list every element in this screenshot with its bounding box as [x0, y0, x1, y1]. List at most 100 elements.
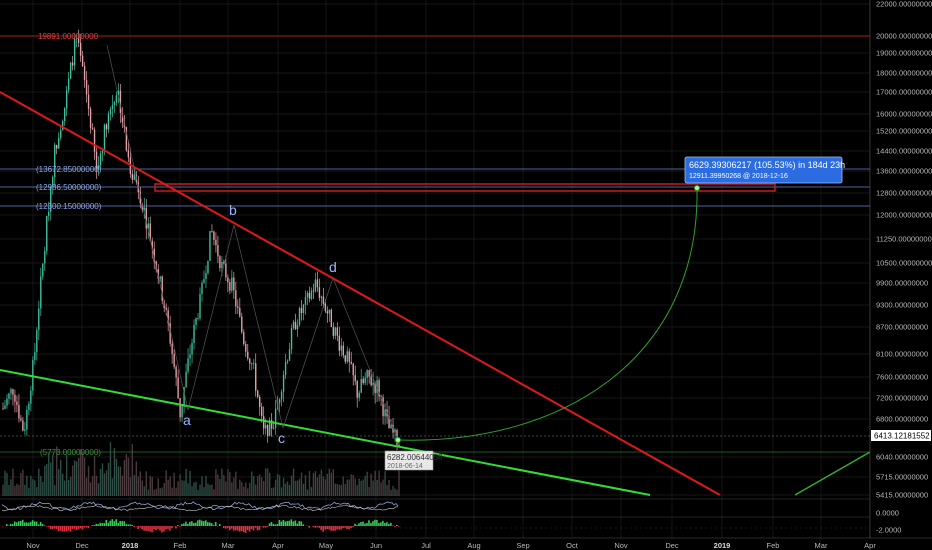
histogram-bar	[81, 526, 84, 530]
histogram-bar	[228, 526, 231, 531]
volume-bar	[179, 474, 181, 496]
histogram-bar	[191, 521, 193, 526]
histogram-bar	[360, 522, 362, 526]
wave-path	[106, 44, 399, 441]
histogram-bar	[77, 526, 80, 530]
volume-bar	[235, 471, 237, 496]
candle-body	[81, 55, 84, 67]
volume-bar	[257, 475, 259, 496]
volume-bar	[245, 482, 247, 496]
volume-bar	[354, 478, 356, 496]
histogram-bar	[23, 522, 26, 526]
candle-body	[99, 153, 102, 166]
candle-body	[316, 279, 319, 288]
volume-bar	[384, 471, 386, 496]
histogram-bar	[61, 526, 64, 532]
candle-body	[211, 231, 213, 232]
histogram-bar	[69, 526, 72, 532]
volume-bar	[117, 466, 120, 496]
volume-bar	[91, 475, 94, 496]
candle-body	[111, 105, 114, 109]
volume-bar	[330, 472, 333, 496]
candle-body	[326, 311, 329, 314]
histogram-bar	[27, 522, 30, 526]
histogram-bar	[127, 524, 129, 526]
histogram-bar	[121, 521, 123, 526]
candle-body	[22, 420, 24, 431]
candle-body	[360, 379, 362, 393]
candle-body	[251, 363, 253, 365]
candle-body	[266, 424, 269, 436]
candle-body	[16, 401, 18, 405]
histogram-bar	[101, 523, 104, 526]
volume-bar	[161, 487, 163, 496]
histogram-bar	[33, 521, 36, 526]
candle-body	[221, 261, 223, 269]
candle-body	[390, 424, 392, 429]
histogram-bar	[296, 523, 299, 526]
volume-bar	[40, 475, 42, 496]
histogram-bar	[332, 526, 334, 531]
candle-body	[153, 248, 155, 262]
volume-bar	[199, 484, 201, 496]
histogram-bar	[366, 523, 368, 526]
volume-bar	[187, 483, 189, 496]
candle-body	[320, 296, 323, 298]
indicator-pane-2	[0, 516, 870, 533]
histogram-bar	[348, 526, 350, 530]
candle-body	[143, 207, 145, 210]
volume-bar	[20, 472, 22, 496]
volume-bar	[358, 478, 360, 496]
candle-body	[20, 418, 22, 421]
time-axis-label: Dec	[75, 541, 89, 550]
candle-body	[113, 102, 116, 106]
candle-body	[394, 429, 396, 433]
volume-bar	[334, 483, 337, 496]
histogram-bar	[73, 526, 76, 529]
volume-bar	[352, 475, 354, 496]
volume-bar	[16, 483, 18, 496]
volume-bar	[81, 451, 84, 496]
volume-bar	[12, 468, 14, 496]
histogram-bar	[378, 523, 380, 526]
histogram-bar	[143, 526, 145, 531]
volume-bar	[189, 470, 191, 496]
histogram-bar	[386, 522, 388, 526]
volume-bar	[364, 475, 366, 496]
candle-body	[209, 231, 211, 261]
volume-bar	[298, 478, 301, 496]
price-axis-label: 17000.00000000	[876, 88, 932, 97]
volume-bar	[121, 475, 124, 496]
histogram-bar	[294, 520, 297, 526]
volume-bar	[274, 479, 277, 496]
volume-bar	[237, 489, 239, 496]
candle-body	[318, 287, 321, 298]
candle-body	[264, 424, 267, 429]
histogram-bar	[212, 525, 215, 526]
volume-bar	[173, 472, 175, 496]
histogram-bar	[199, 519, 201, 526]
chart-grid	[0, 0, 871, 538]
candle-body	[107, 114, 110, 130]
candle-body	[274, 408, 277, 428]
volume-bar	[310, 486, 313, 496]
histogram-bar	[344, 526, 346, 528]
price-axis-label: 16000.00000000	[876, 110, 932, 119]
candle-body	[288, 349, 291, 361]
candle-body	[95, 151, 98, 170]
volume-bar	[56, 446, 58, 496]
volume-bar	[125, 454, 128, 496]
price-axis-label: 6040.00000000	[876, 453, 928, 462]
histogram-bar	[159, 526, 161, 531]
candle-body	[225, 263, 227, 278]
candle-body	[352, 363, 354, 376]
red-trendline	[0, 91, 721, 496]
histogram-bar	[396, 524, 398, 526]
volume-bar	[99, 468, 102, 496]
volume-bar	[103, 473, 106, 496]
level-upper2-label: (12986.50000000)	[36, 183, 102, 192]
candle-body	[223, 261, 225, 264]
candle-body	[181, 404, 183, 418]
histogram-bar	[157, 526, 159, 530]
